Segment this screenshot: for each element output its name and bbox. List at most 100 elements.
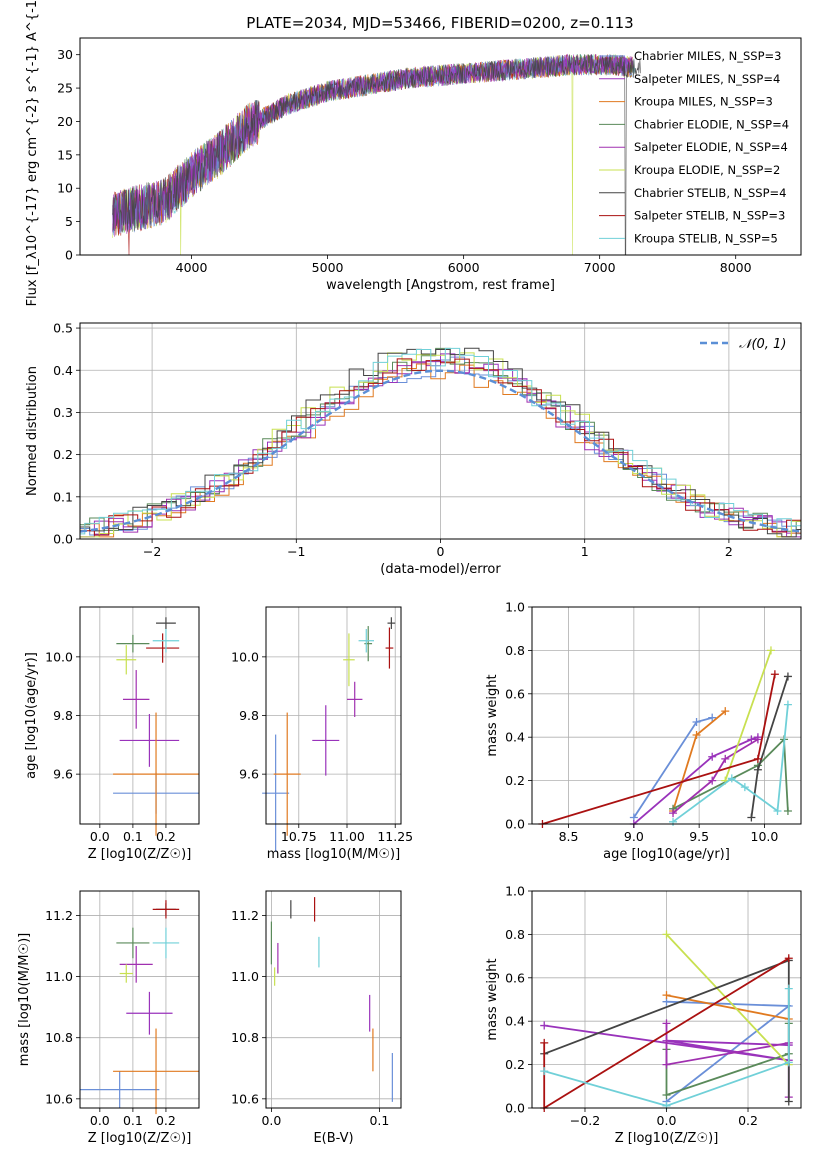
weight-marker <box>662 1090 671 1099</box>
y-axis-label: Normed distribution <box>25 366 40 496</box>
y-tick-label: 5 <box>65 214 73 229</box>
weight-marker <box>783 700 792 709</box>
weight-marker <box>784 984 793 993</box>
legend-label: Kroupa STELIB, N_SSP=5 <box>634 231 778 245</box>
x-tick-label: 0.2 <box>738 1113 758 1128</box>
legend: Chabrier MILES, N_SSP=3 Salpeter MILES, N… <box>599 49 789 245</box>
histogram-step <box>80 347 801 538</box>
weight-series-line <box>633 736 759 825</box>
weight-series-line <box>724 650 772 781</box>
x-tick-label: 9.0 <box>624 829 644 844</box>
y-tick-label: 0.6 <box>505 686 525 701</box>
data-point <box>116 645 137 675</box>
x-tick-label: 2 <box>725 544 733 559</box>
y-tick-label: 11.2 <box>45 908 73 923</box>
x-tick-label: 8000 <box>720 260 752 275</box>
y-tick-label: 0.2 <box>505 1057 525 1072</box>
weight-marker <box>753 735 762 744</box>
x-tick-label: 0.1 <box>123 1113 143 1128</box>
data-point <box>358 628 374 653</box>
y-tick-label: 0.4 <box>505 1014 525 1029</box>
data-point <box>156 617 176 629</box>
y-tick-label: 0.2 <box>53 447 73 462</box>
y-axis-label: mass [log10(M/M☉)] <box>17 933 32 1066</box>
x-tick-label: 10.75 <box>281 829 317 844</box>
spectrum-line <box>112 54 633 237</box>
weight-marker <box>770 670 779 679</box>
x-tick-label: 10.0 <box>751 829 779 844</box>
x-tick-label: 11.25 <box>377 829 413 844</box>
histogram-step <box>80 358 801 536</box>
x-axis-label: wavelength [Angstrom, rest frame] <box>326 278 555 293</box>
data-point <box>113 712 199 836</box>
weight-marker <box>747 813 756 822</box>
plot-area <box>262 617 396 852</box>
y-axis-label: mass weight <box>485 674 500 756</box>
plot-area <box>112 53 641 256</box>
y-tick-label: 10.8 <box>45 1030 73 1045</box>
weight-marker <box>669 809 678 818</box>
histogram-step <box>80 353 801 538</box>
y-tick-label: 10.0 <box>231 649 259 664</box>
x-tick-label: 9.5 <box>689 829 709 844</box>
y-tick-label: 10.8 <box>231 1030 259 1045</box>
data-point <box>116 927 150 959</box>
legend-label: Kroupa ELODIE, N_SSP=2 <box>634 163 780 177</box>
weight-marker <box>773 806 782 815</box>
data-point <box>387 617 396 629</box>
data-point <box>273 712 301 836</box>
weight-marker <box>721 754 730 763</box>
x-tick-label: 0.0 <box>657 1113 677 1128</box>
data-point <box>364 626 373 662</box>
x-axis-label: age [log10(age/yr)] <box>603 847 730 862</box>
x-axis-label: Z [log10(Z/Z☉)] <box>88 847 192 862</box>
mass-vs-extinction-panel: 0.0 0.1 10.6 10.8 11.0 11.2 E(B-V) <box>231 890 402 1146</box>
x-tick-label: 0.1 <box>369 1113 389 1128</box>
x-axis-label: E(B-V) <box>313 1131 353 1146</box>
weight-marker <box>708 752 717 761</box>
y-tick-label: 10 <box>57 181 73 196</box>
legend-label: Chabrier MILES, N_SSP=3 <box>634 49 781 63</box>
axes-frame <box>79 890 200 1109</box>
axes-frame <box>79 37 802 256</box>
x-tick-label: 11.00 <box>329 829 365 844</box>
x-tick-label: 0.2 <box>156 829 176 844</box>
axes-frame <box>79 606 200 825</box>
legend-label: Salpeter STELIB, N_SSP=3 <box>634 209 785 223</box>
y-axis-label: Flux [f_λ10^{-17} erg cm^{-2} s^{-1} A^{… <box>25 0 40 306</box>
legend: 𝒩(0, 1) <box>700 337 786 352</box>
mass-weight-vs-metallicity-panel: −0.2 0.0 0.2 0.0 0.2 0.4 0.6 0.8 1.0 Z [log10(Z/Z… <box>485 884 802 1146</box>
weight-marker <box>766 646 775 655</box>
spectrum-line <box>112 53 641 256</box>
axes-frame <box>79 322 802 540</box>
data-point <box>343 633 355 687</box>
weight-marker <box>662 1019 671 1028</box>
y-tick-label: 11.0 <box>45 969 73 984</box>
weight-marker <box>540 1067 549 1076</box>
residual-histogram-panel: −2 −1 0 1 2 0.0 0.1 0.2 0.3 0.4 0.5 (data-model)/er… <box>25 321 802 577</box>
weight-marker <box>740 783 749 792</box>
data-point <box>146 633 180 663</box>
data-point <box>80 1071 160 1108</box>
weight-marker <box>784 954 793 963</box>
x-tick-label: 0.1 <box>123 829 143 844</box>
weight-marker <box>721 707 730 716</box>
x-tick-label: 0.2 <box>156 1113 176 1128</box>
y-tick-label: 0.5 <box>53 321 73 336</box>
spectrum-panel: 4000 5000 6000 7000 8000 0 5 10 15 20 25 30 waveleng… <box>25 0 802 306</box>
y-tick-label: 20 <box>57 114 73 129</box>
data-point <box>312 705 340 776</box>
x-axis-label: (data-model)/error <box>380 562 501 577</box>
plot-area <box>79 347 802 538</box>
y-tick-label: 9.8 <box>239 708 259 723</box>
x-tick-label: 1 <box>581 544 589 559</box>
y-tick-label: 0.0 <box>505 817 525 832</box>
data-point <box>152 900 180 919</box>
weight-marker <box>727 774 736 783</box>
data-point <box>385 627 394 669</box>
weight-marker <box>692 731 701 740</box>
plot-area <box>538 646 792 828</box>
x-tick-label: 6000 <box>448 260 480 275</box>
data-point <box>119 714 180 767</box>
